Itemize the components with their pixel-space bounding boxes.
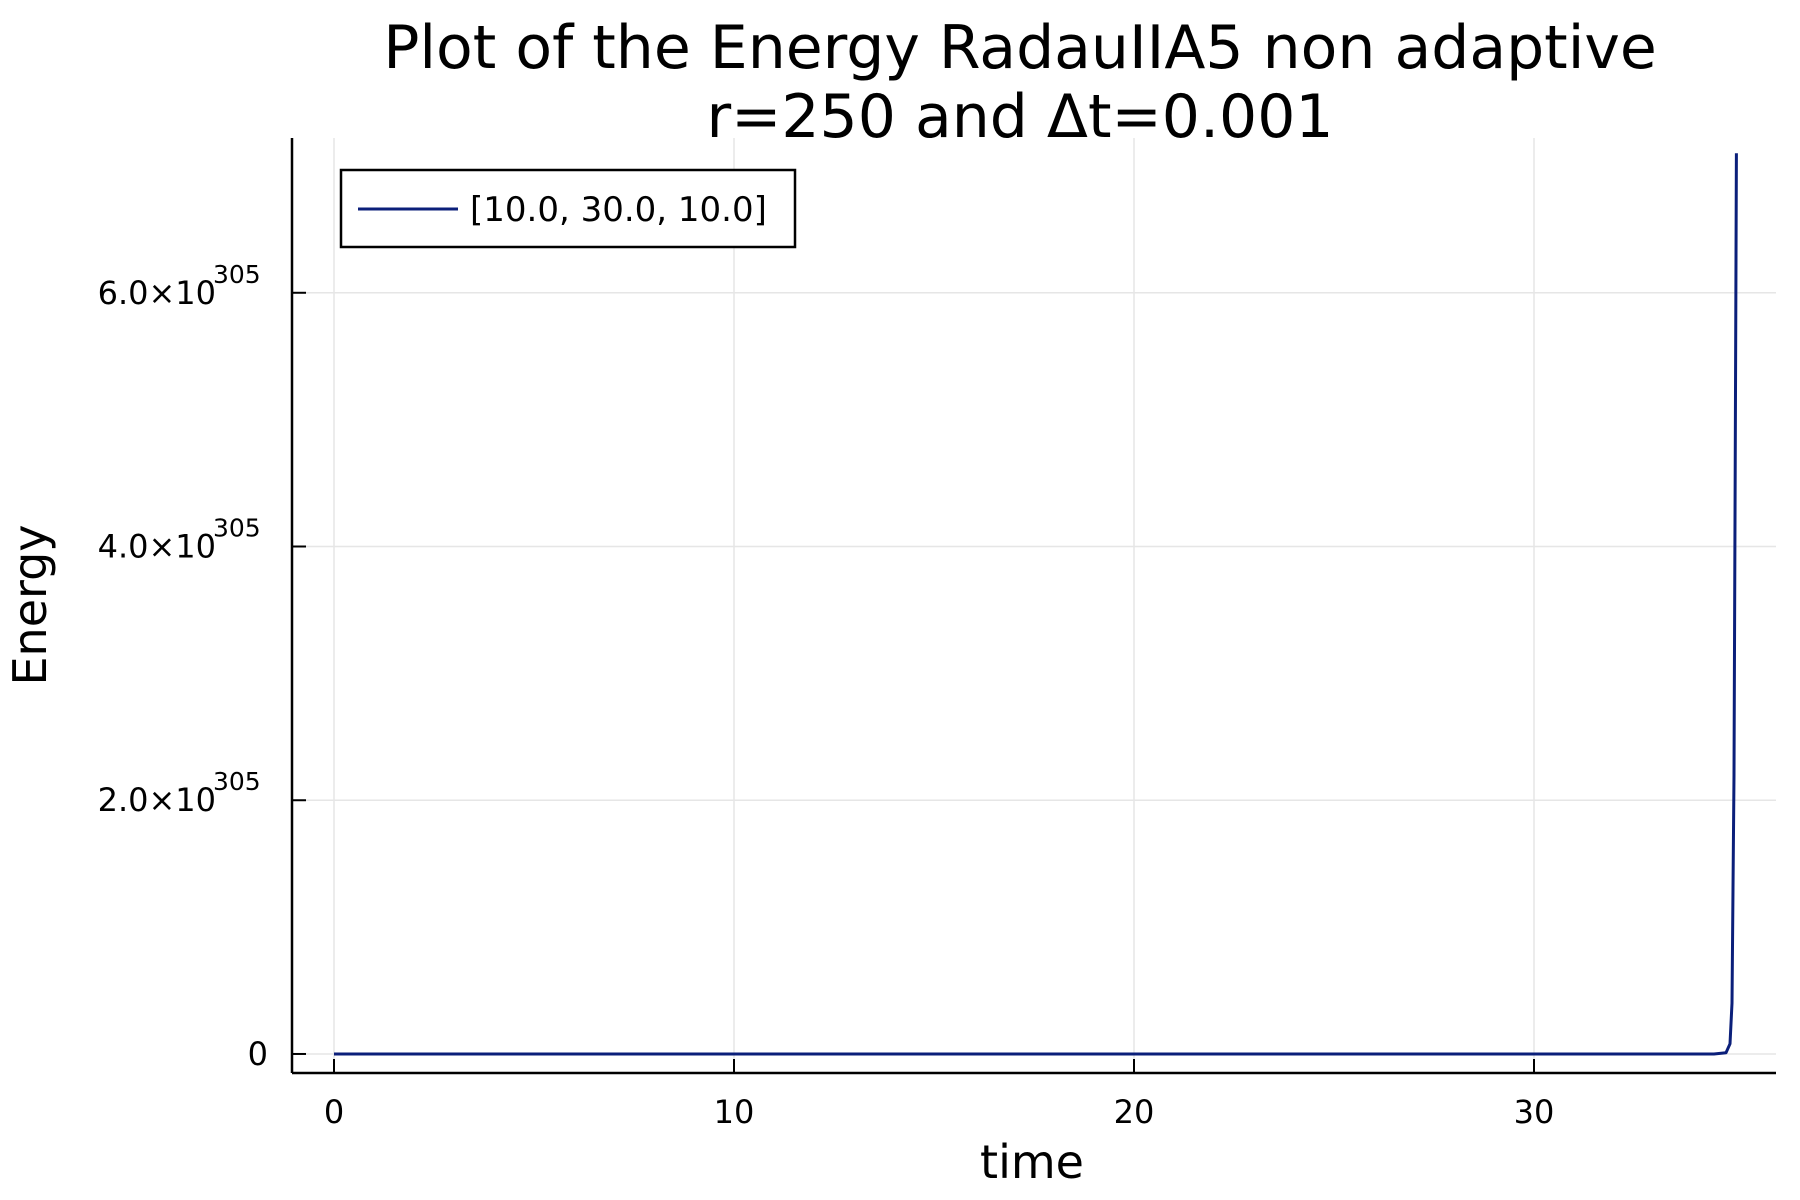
legend-label: [10.0, 30.0, 10.0] [470,190,767,230]
x-tick-label: 30 [1514,1093,1555,1131]
series-layer [334,153,1738,1056]
y-tick-label: 0 [248,1035,268,1073]
chart-title-line2: r=250 and Δt=0.001 [706,82,1333,152]
y-axis-label: Energy [3,524,57,685]
chart-title-line1: Plot of the Energy RadauIIA5 non adaptiv… [383,13,1657,83]
y-tick-exponent: 305 [213,514,261,543]
y-tick-label: 6.0×10 [98,274,216,312]
legend: [10.0, 30.0, 10.0] [339,168,797,249]
series-line [334,153,1738,1056]
x-tick-label: 0 [324,1093,344,1131]
legend-box [339,168,797,249]
grid-lines [292,138,1776,1073]
x-tick-label: 20 [1114,1093,1155,1131]
y-tick-label: 4.0×10 [98,528,216,566]
y-tick-exponent: 305 [213,260,261,289]
axes [290,138,1776,1075]
x-tick-label: 10 [714,1093,755,1131]
x-axis-label: time [980,1135,1084,1189]
y-tick-exponent: 305 [213,767,261,796]
y-tick-label: 2.0×10 [98,781,216,819]
